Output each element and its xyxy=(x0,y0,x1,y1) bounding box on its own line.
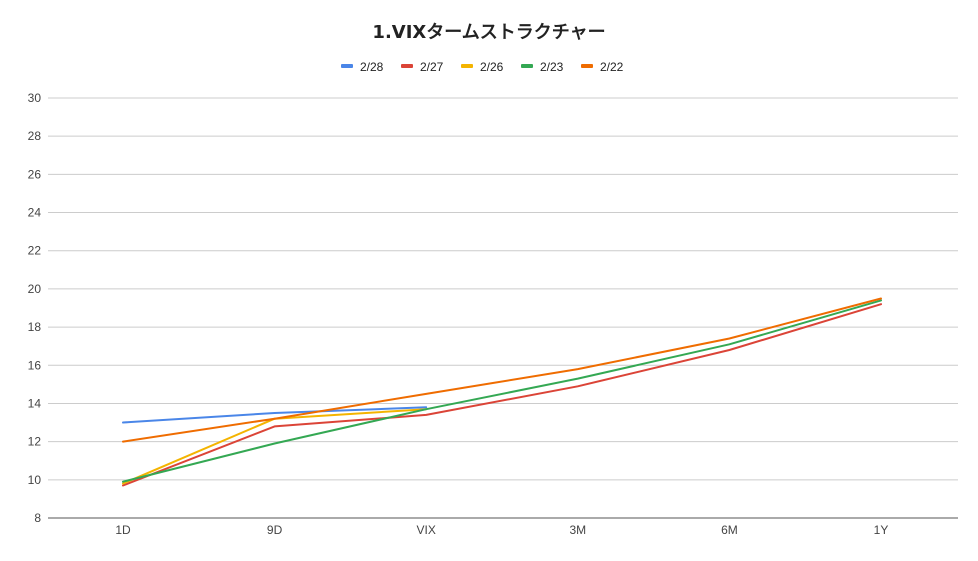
legend-label: 2/23 xyxy=(540,60,564,74)
y-tick-label: 12 xyxy=(28,435,42,449)
y-tick-label: 20 xyxy=(28,282,42,296)
x-tick-label: 1Y xyxy=(874,523,889,537)
legend-item[interactable]: 2/26 xyxy=(461,60,504,74)
legend-swatch xyxy=(401,64,413,68)
grid xyxy=(48,97,958,519)
legend-swatch xyxy=(461,64,473,68)
legend-swatch xyxy=(521,64,533,68)
series-line-2-23 xyxy=(122,299,882,483)
y-tick-label: 8 xyxy=(34,511,41,525)
x-tick-label: 1D xyxy=(115,523,131,537)
y-tick-label: 16 xyxy=(28,358,42,372)
x-tick-label: 3M xyxy=(569,523,586,537)
series-line-2-22 xyxy=(122,297,882,443)
legend-label: 2/28 xyxy=(360,60,384,74)
series-line-2-28 xyxy=(122,406,428,424)
legend-swatch xyxy=(341,64,353,68)
y-tick-label: 22 xyxy=(28,244,42,258)
legend-label: 2/27 xyxy=(420,60,444,74)
y-tick-label: 14 xyxy=(28,396,42,410)
legend-swatch xyxy=(581,64,593,68)
y-tick-label: 24 xyxy=(28,206,42,220)
y-tick-label: 10 xyxy=(28,473,42,487)
plot-lines xyxy=(122,297,882,487)
legend-label: 2/22 xyxy=(600,60,624,74)
y-tick-label: 18 xyxy=(28,320,42,334)
y-axis: 8 10 12 14 16 18 20 22 24 26 28 30 xyxy=(28,91,42,525)
x-tick-label: VIX xyxy=(417,523,436,537)
legend: 2/28 2/27 2/26 2/23 2/22 xyxy=(341,60,624,74)
legend-item[interactable]: 2/28 xyxy=(341,60,384,74)
chart-title: 1.VIXタームストラクチャー xyxy=(372,22,605,43)
series-line-2-27 xyxy=(122,303,882,487)
legend-item[interactable]: 2/22 xyxy=(581,60,624,74)
x-tick-label: 6M xyxy=(721,523,738,537)
x-axis: 1D 9D VIX 3M 6M 1Y xyxy=(115,523,888,537)
y-tick-label: 28 xyxy=(28,129,42,143)
legend-item[interactable]: 2/27 xyxy=(401,60,444,74)
y-tick-label: 26 xyxy=(28,167,42,181)
legend-label: 2/26 xyxy=(480,60,504,74)
y-tick-label: 30 xyxy=(28,91,42,105)
legend-item[interactable]: 2/23 xyxy=(521,60,564,74)
x-tick-label: 9D xyxy=(267,523,283,537)
